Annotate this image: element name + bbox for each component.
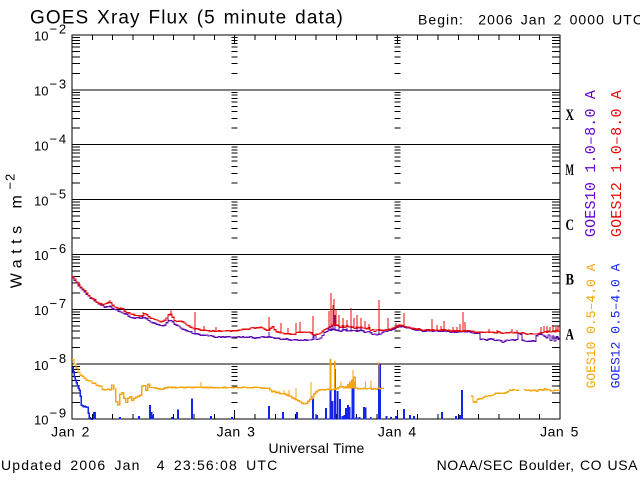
svg-text:Universal Time: Universal Time [268,440,364,456]
svg-text:GOES12 1.0–8.0 A: GOES12 1.0–8.0 A [609,90,626,237]
svg-text:Jan 4: Jan 4 [378,424,417,440]
svg-text:Jan 2: Jan 2 [51,424,90,440]
svg-text:GOES10 1.0–8.0 A: GOES10 1.0–8.0 A [583,90,600,237]
svg-text:Updated 2006 Jan 4 23:56:08 U: Updated 2006 Jan 4 23:56:08 UTC [1,457,278,473]
svg-text:Jan 5: Jan 5 [540,424,579,440]
svg-text:C: C [565,217,574,234]
svg-text:M: M [565,162,574,179]
svg-text:A: A [565,326,574,343]
svg-text:X: X [565,107,574,124]
svg-text:GOES Xray Flux (5 minute data): GOES Xray Flux (5 minute data) [30,8,344,29]
svg-text:Watts m−2: Watts m−2 [3,173,26,288]
svg-text:B: B [565,272,574,289]
svg-text:Begin: 2006 Jan 2 0000 UTC: Begin: 2006 Jan 2 0000 UTC [418,12,640,28]
svg-text:GOES10 0.5–4.0 A: GOES10 0.5–4.0 A [584,263,599,388]
svg-text:Jan 3: Jan 3 [217,424,256,440]
svg-text:GOES12 0.5–4.0 A: GOES12 0.5–4.0 A [609,263,624,388]
svg-text:NOAA/SEC Boulder, CO USA: NOAA/SEC Boulder, CO USA [437,457,638,473]
